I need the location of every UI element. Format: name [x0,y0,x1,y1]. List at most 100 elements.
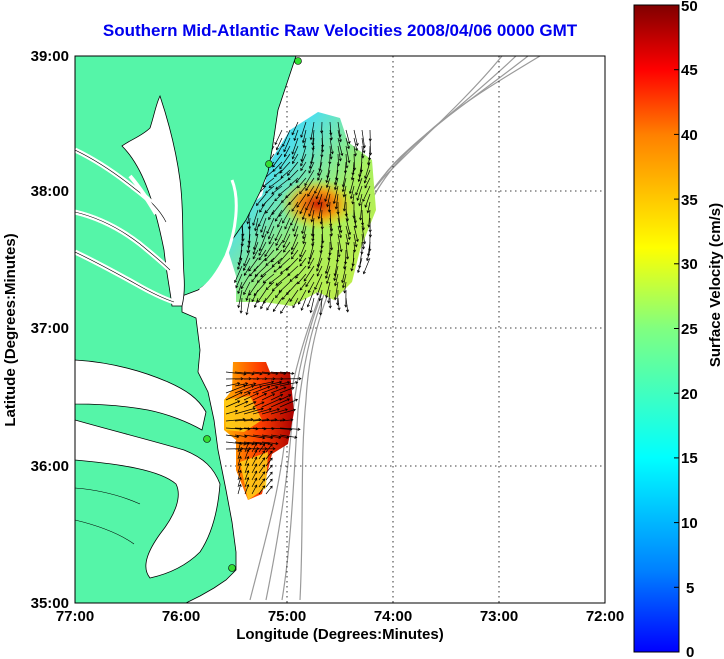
velocity-arrow [279,161,291,174]
velocity-arrow [277,185,291,196]
velocity-arrow [243,257,251,272]
velocity-arrow [237,455,242,467]
velocity-arrow [307,249,315,265]
velocity-arrow [366,201,371,214]
velocity-arrow [308,161,315,174]
velocity-arrow [297,177,307,189]
velocity-arrow [237,476,242,488]
velocity-arrow [278,201,291,217]
velocity-arrow [258,485,266,495]
velocity-arrow [302,137,307,149]
velocity-arrow [279,153,291,170]
velocity-arrow [245,289,251,302]
velocity-arrow [324,185,331,202]
velocity-arrow [317,193,323,206]
velocity-arrow [262,177,275,188]
velocity-arrow [292,153,299,165]
velocity-arrow [237,469,242,481]
velocity-arrow [328,242,332,256]
velocity-arrow [337,233,343,253]
velocity-arrow [367,209,371,228]
velocity-arrow [306,289,315,308]
velocity-arrow [273,265,283,273]
velocity-arrow [283,241,291,253]
velocity-arrow [266,217,275,235]
velocity-arrow [264,249,275,262]
velocity-arrow [235,273,243,289]
velocity-arrow [307,281,315,294]
velocity-arrow [299,281,307,291]
velocity-arrow [282,233,291,248]
velocity-arrow [270,393,284,401]
colorbar-tick-label: 20 [681,386,698,403]
velocity-arrow [353,129,359,147]
colorbar-label: Surface Velocity (cm/s) [707,203,724,367]
velocity-arrow [309,297,315,314]
velocity-arrow [349,185,355,200]
y-tick-label: 39:00 [31,48,69,65]
velocity-arrow [237,441,242,453]
velocity-arrow [356,185,363,201]
velocity-arrow [364,177,371,189]
velocity-arrow [288,193,299,206]
velocity-arrow [243,392,259,401]
velocity-arrow [333,265,339,282]
velocity-arrow [334,193,339,210]
map-frame [74,55,606,604]
velocity-arrow [253,281,267,296]
velocity-arrow [244,455,250,467]
velocity-arrow [268,273,283,285]
velocity-arrow [261,193,275,207]
colorbar-tick-label: 10 [681,515,698,532]
velocity-arrow [279,418,294,422]
colorbar-tick-label: 0 [686,644,694,659]
x-axis-label: Longitude (Degrees:Minutes) [236,626,444,643]
x-tick-label: 74:00 [374,608,412,625]
velocity-arrow [261,441,279,446]
velocity-arrow [279,398,299,408]
velocity-arrow [274,225,283,242]
velocity-arrow [237,289,243,309]
velocity-arrow [348,177,355,195]
velocity-arrow [278,257,291,269]
velocity-arrow [314,273,323,291]
velocity-arrow [300,121,307,138]
velocity-arrow [345,225,351,241]
velocity-arrow [358,193,363,207]
velocity-arrow [343,281,347,294]
colorbar-gradient [633,4,680,653]
velocity-arrow [300,161,307,172]
velocity-arrow [362,185,371,203]
velocity-arrow [248,257,259,272]
velocity-arrow [258,443,266,453]
velocity-arrow [290,241,299,255]
velocity-arrow [276,241,283,251]
velocity-arrow [258,450,266,460]
velocity-arrow [291,201,299,212]
velocity-arrow [244,469,250,481]
velocity-arrow [271,281,283,292]
velocity-arrow [337,217,343,234]
velocity-arrow [280,169,291,179]
velocity-arrow [366,249,371,262]
velocity-arrow [363,169,371,184]
velocity-arrow [299,201,307,215]
velocity-arrow [276,145,283,156]
velocity-arrow [345,145,351,164]
velocity-arrow [292,297,299,309]
velocity-arrow [277,217,283,228]
velocity-arrow [289,273,299,282]
velocity-arrow [293,129,299,142]
velocity-arrow [308,201,315,217]
velocity-arrow [303,265,315,282]
velocity-arrow [353,233,358,248]
velocity-arrow [307,185,315,197]
velocity-arrow [300,297,307,311]
velocity-arrow [350,169,355,181]
velocity-arrow [275,137,283,151]
velocity-arrow [244,483,250,495]
velocity-arrow [357,169,363,183]
y-tick-label: 37:00 [31,320,69,337]
velocity-arrow [341,273,347,289]
velocity-arrow [271,257,283,267]
